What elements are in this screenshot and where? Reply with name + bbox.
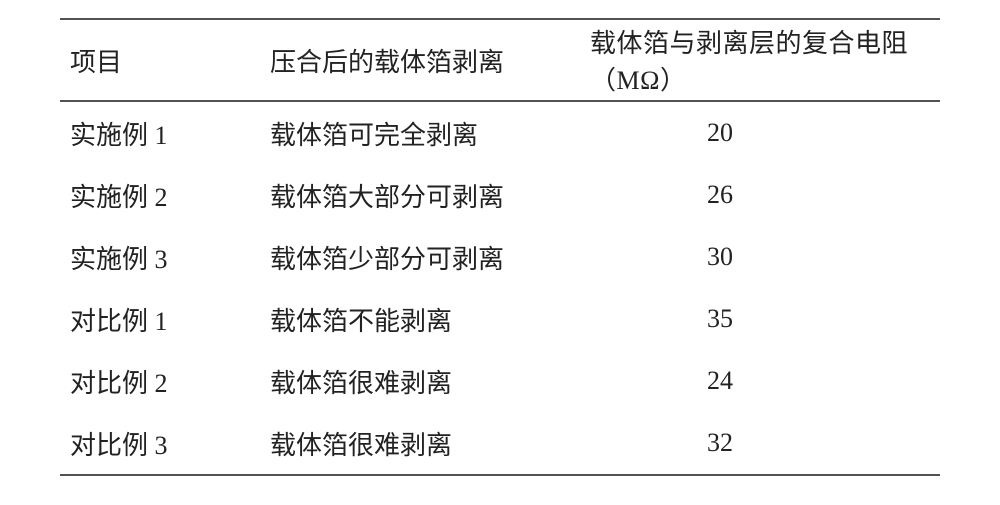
cell-peel: 载体箔可完全剥离 — [270, 101, 590, 164]
header-item: 项目 — [60, 19, 270, 101]
cell-resistance: 26 — [590, 164, 940, 226]
cell-item: 对比例 3 — [60, 412, 270, 475]
table-row: 对比例 3 载体箔很难剥离 32 — [60, 412, 940, 475]
header-resistance: 载体箔与剥离层的复合电阻（MΩ） — [590, 19, 940, 101]
table-row: 实施例 1 载体箔可完全剥离 20 — [60, 101, 940, 164]
data-table: 项目 压合后的载体箔剥离 载体箔与剥离层的复合电阻（MΩ） 实施例 1 载体箔可… — [60, 18, 940, 476]
cell-peel: 载体箔很难剥离 — [270, 412, 590, 475]
cell-item: 实施例 3 — [60, 226, 270, 288]
table-header-row: 项目 压合后的载体箔剥离 载体箔与剥离层的复合电阻（MΩ） — [60, 19, 940, 101]
table-row: 实施例 3 载体箔少部分可剥离 30 — [60, 226, 940, 288]
table-container: 项目 压合后的载体箔剥离 载体箔与剥离层的复合电阻（MΩ） 实施例 1 载体箔可… — [0, 0, 1000, 476]
cell-resistance: 32 — [590, 412, 940, 475]
cell-resistance: 24 — [590, 350, 940, 412]
cell-peel: 载体箔少部分可剥离 — [270, 226, 590, 288]
cell-peel: 载体箔大部分可剥离 — [270, 164, 590, 226]
header-peel: 压合后的载体箔剥离 — [270, 19, 590, 101]
cell-peel: 载体箔不能剥离 — [270, 288, 590, 350]
table-row: 对比例 1 载体箔不能剥离 35 — [60, 288, 940, 350]
cell-item: 对比例 2 — [60, 350, 270, 412]
cell-resistance: 35 — [590, 288, 940, 350]
cell-item: 对比例 1 — [60, 288, 270, 350]
table-row: 实施例 2 载体箔大部分可剥离 26 — [60, 164, 940, 226]
table-row: 对比例 2 载体箔很难剥离 24 — [60, 350, 940, 412]
cell-resistance: 30 — [590, 226, 940, 288]
cell-peel: 载体箔很难剥离 — [270, 350, 590, 412]
cell-item: 实施例 1 — [60, 101, 270, 164]
cell-resistance: 20 — [590, 101, 940, 164]
cell-item: 实施例 2 — [60, 164, 270, 226]
